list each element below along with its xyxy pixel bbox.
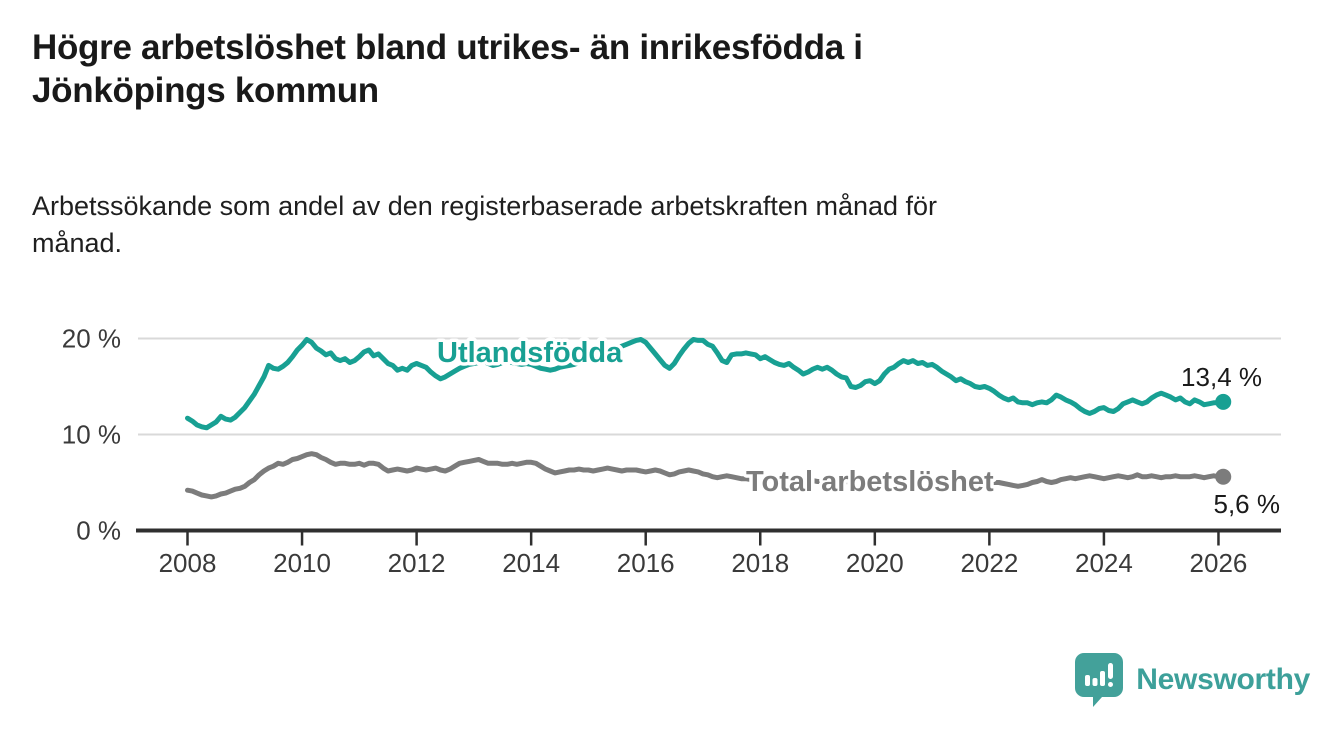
title-line-1: Högre arbetslöshet bland utrikes- än inr… (32, 28, 863, 67)
series-label-total: Total arbetslöshet (746, 466, 994, 498)
y-axis-label-0: 0 % (76, 516, 121, 546)
utlandsf-dda-end-dot (1215, 393, 1232, 410)
subtitle-line-1: Arbetssökande som andel av den registerb… (32, 191, 938, 221)
x-axis-label-2008: 2008 (159, 548, 217, 578)
newsworthy-logo[interactable]: Newsworthy (1074, 652, 1310, 708)
newsworthy-logo-icon (1075, 653, 1124, 707)
x-axis-label-2024: 2024 (1075, 548, 1133, 578)
x-axis-label-2026: 2026 (1190, 548, 1248, 578)
x-axis-label-2018: 2018 (731, 548, 789, 578)
gridlines-layer (138, 337, 1281, 436)
series-label-utlandsfodda: Utlandsfödda (437, 337, 623, 369)
end-value-label-utlandsfodda: 13,4 % (1181, 362, 1262, 392)
end-value-label-total: 5,6 % (1214, 489, 1281, 519)
x-axis-label-2010: 2010 (273, 548, 331, 578)
total-arbetsl-shet-line (185, 451, 1226, 500)
y-axis-label-10: 10 % (62, 420, 121, 450)
y-axis-label-20: 20 % (62, 324, 121, 354)
series-layer (185, 337, 1232, 500)
utlandsf-dda-line (185, 337, 1226, 431)
subtitle-line-2: månad. (32, 228, 123, 259)
page-title: Högre arbetslöshet bland utrikes- än inr… (32, 26, 1212, 113)
x-axis-label-2022: 2022 (960, 548, 1018, 578)
newsworthy-logo-text: Newsworthy (1136, 663, 1310, 696)
title-line-2: Jönköpings kommun (32, 71, 379, 111)
x-axis-label-2016: 2016 (617, 548, 675, 578)
axis-layer: 0 % 10 % 20 % 2008 2010 2012 2014 2016 2018 2020 2… (62, 324, 1281, 578)
total-arbetsl-shet-end-dot (1215, 468, 1232, 485)
unemployment-line-chart: 0 % 10 % 20 % 2008 2010 2012 2014 2016 2018 2020 2… (62, 324, 1281, 578)
x-axis-label-2012: 2012 (388, 548, 446, 578)
x-axis-label-2014: 2014 (502, 548, 560, 578)
x-axis-label-2020: 2020 (846, 548, 904, 578)
speech-bubble-shape (1075, 653, 1124, 707)
chart-subtitle: Arbetssökande som andel av den registerb… (32, 188, 1232, 263)
